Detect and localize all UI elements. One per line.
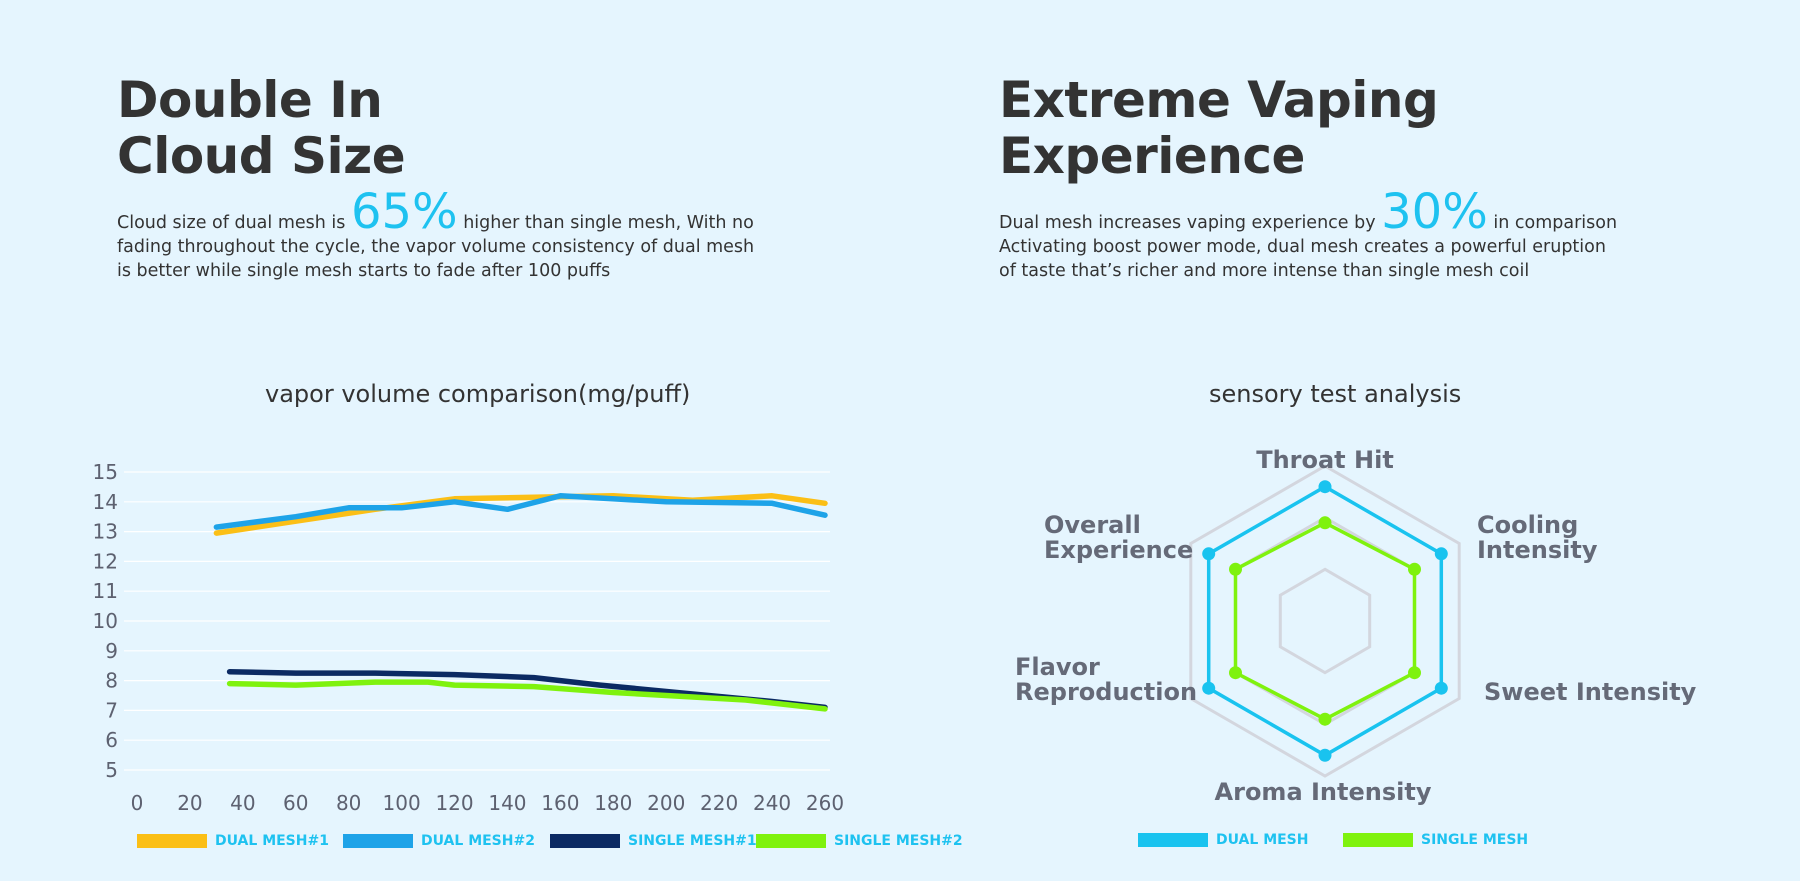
y-tick-label: 15: [93, 460, 118, 484]
y-tick-label: 14: [93, 490, 118, 514]
description-line-1: Cloud size of dual mesh is 65% higher th…: [117, 188, 754, 236]
radar-axis-label: Cooling Intensity: [1477, 511, 1598, 564]
y-tick-label: 9: [105, 639, 118, 663]
radar-axis-label: Sweet Intensity: [1484, 678, 1697, 706]
x-tick-label: 80: [336, 791, 361, 815]
y-tick-label: 7: [105, 698, 118, 722]
radar-point: [1229, 562, 1242, 576]
series-line-dual-mesh-2: [213, 493, 828, 530]
legend-item: DUAL MESH#2: [343, 833, 535, 849]
radar-point: [1434, 681, 1448, 695]
legend-label: SINGLE MESH: [1421, 832, 1529, 848]
description-pre: Dual mesh increases vaping experience by: [999, 213, 1382, 233]
x-tick-label: 20: [177, 791, 202, 815]
line-chart-title: vapor volume comparison(mg/puff): [265, 380, 691, 408]
x-tick-label: 260: [806, 791, 844, 815]
y-tick-label: 11: [93, 579, 118, 603]
vapor-volume-line-chart: 5 6 7 8 9 10 11 12 13 14 15 0 20 40 60 80 100 120 140 160 18…: [93, 460, 845, 815]
y-tick-label: 13: [93, 520, 118, 544]
x-tick-label: 200: [647, 791, 685, 815]
highlight-percent: 65%: [350, 184, 458, 240]
radar-point: [1229, 666, 1242, 680]
radar-point: [1202, 681, 1216, 695]
heading-line-2: Experience: [999, 127, 1305, 185]
legend-item: DUAL MESH: [1138, 832, 1308, 848]
legend-label: SINGLE MESH#2: [834, 833, 963, 849]
x-tick-label: 140: [488, 791, 526, 815]
radar-point: [1318, 712, 1332, 726]
x-tick-label: 220: [700, 791, 738, 815]
x-tick-label: 40: [230, 791, 255, 815]
legend-swatch: [550, 834, 620, 848]
x-tick-label: 0: [131, 791, 144, 815]
legend-item: DUAL MESH#1: [137, 833, 329, 849]
radar-axis-label: Throat Hit: [1256, 446, 1394, 474]
radar-grid-ring: [1234, 515, 1416, 727]
y-tick-label: 5: [105, 758, 118, 782]
radar-grid-ring: [1278, 567, 1372, 675]
radar-axis-label: Overall Experience: [1044, 511, 1193, 564]
radar-point: [1408, 666, 1421, 680]
y-tick-label: 10: [93, 609, 118, 633]
description-line-2: Activating boost power mode, dual mesh c…: [999, 237, 1606, 257]
radar-axis-label: Flavor Reproduction: [1015, 653, 1197, 706]
cloud-size-description: Cloud size of dual mesh is 65% higher th…: [117, 188, 755, 283]
radar-axis-label: Aroma Intensity: [1215, 778, 1432, 806]
description-post: in comparison: [1487, 213, 1618, 233]
legend-swatch: [137, 834, 207, 848]
legend-swatch: [1343, 833, 1413, 847]
legend-label: SINGLE MESH#1: [628, 833, 757, 849]
legend-label: DUAL MESH#1: [215, 833, 329, 849]
x-tick-label: 240: [753, 791, 791, 815]
legend-swatch: [756, 834, 826, 848]
radar-point: [1408, 562, 1421, 576]
x-tick-label: 180: [594, 791, 632, 815]
radar-point: [1318, 516, 1332, 530]
description-pre: Cloud size of dual mesh is: [117, 213, 351, 233]
cloud-size-heading: Double In Cloud Size: [117, 71, 406, 185]
description-line-1: Dual mesh increases vaping experience by…: [999, 188, 1618, 236]
x-tick-label: 160: [541, 791, 579, 815]
x-tick-label: 120: [435, 791, 473, 815]
vaping-experience-heading: Extreme Vaping Experience: [999, 71, 1439, 185]
x-tick-label: 60: [283, 791, 308, 815]
vaping-experience-description: Dual mesh increases vaping experience by…: [999, 188, 1618, 283]
description-post: higher than single mesh, With no: [457, 213, 754, 233]
y-tick-label: 6: [105, 728, 118, 752]
description-line-2: fading throughout the cycle, the vapor v…: [117, 237, 755, 257]
description-line-3: of taste that’s richer and more intense …: [999, 261, 1530, 281]
series-line-single-mesh-2: [226, 679, 828, 712]
heading-line-1: Extreme Vaping: [999, 71, 1439, 129]
legend-swatch: [343, 834, 413, 848]
radar-point: [1318, 748, 1332, 762]
series-line-dual-mesh-1: [213, 493, 828, 536]
legend-swatch: [1138, 833, 1208, 847]
radar-chart-title: sensory test analysis: [1209, 380, 1462, 408]
radar-point: [1318, 480, 1332, 494]
radar-point: [1434, 547, 1448, 561]
radar-point: [1202, 547, 1216, 561]
legend-item: SINGLE MESH#1: [550, 833, 757, 849]
y-tick-label: 8: [105, 669, 118, 693]
heading-line-1: Double In: [117, 71, 383, 129]
highlight-percent: 30%: [1381, 184, 1488, 240]
heading-line-2: Cloud Size: [117, 127, 406, 185]
legend-label: DUAL MESH#2: [421, 833, 535, 849]
radar-grid-ring: [1189, 464, 1461, 778]
legend-label: DUAL MESH: [1216, 832, 1309, 848]
legend-item: SINGLE MESH#2: [756, 833, 963, 849]
description-line-3: is better while single mesh starts to fa…: [117, 261, 611, 281]
legend-item: SINGLE MESH: [1343, 832, 1528, 848]
x-tick-label: 100: [383, 791, 421, 815]
y-tick-label: 12: [93, 549, 118, 573]
